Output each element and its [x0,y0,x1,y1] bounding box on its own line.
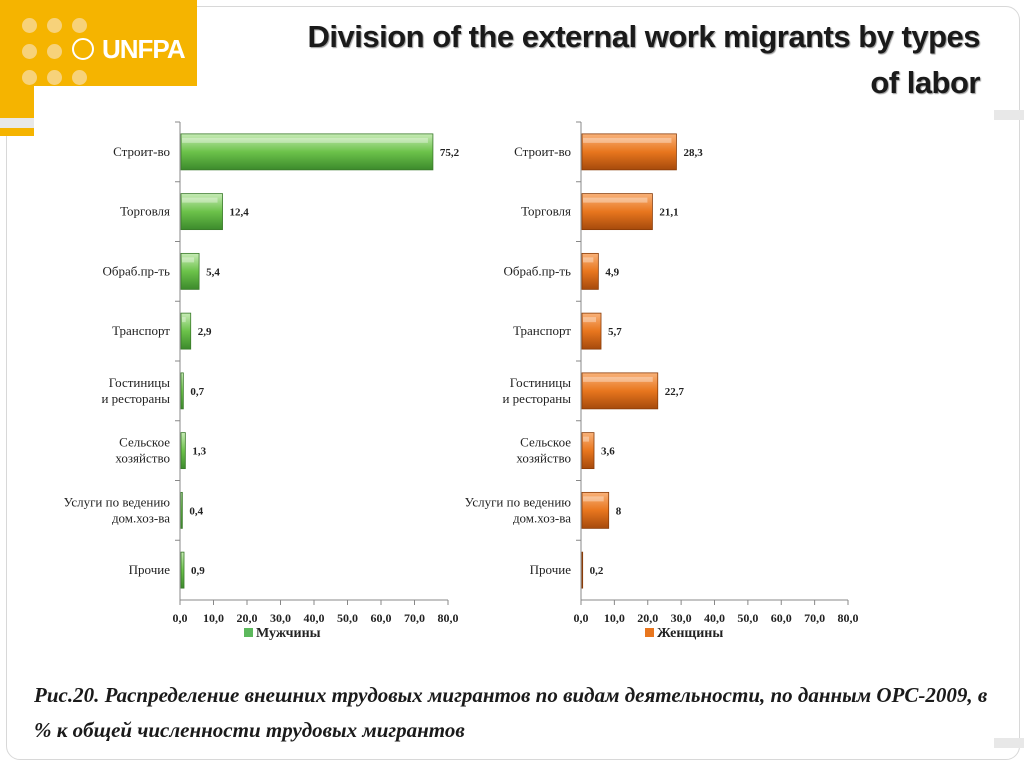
women-x-tick-label: 70,0 [804,611,825,625]
men-bar [180,432,186,470]
women-bar-highlight [583,257,594,263]
men-x-tick-label: 50,0 [337,611,358,625]
men-bar [180,551,185,589]
women-category-label: Строит-во [514,144,571,159]
logo-text: UNFPA [102,34,186,64]
women-x-tick-label: 40,0 [704,611,725,625]
women-category-label: Торговля [521,204,571,219]
logo-dot [22,44,37,59]
women-bar [581,491,610,529]
men-category-label: Транспорт [112,323,170,338]
men-bar [180,252,200,290]
women-data-label: 5,7 [608,326,622,338]
men-data-label: 12,4 [230,207,250,219]
women-bar-highlight [583,317,597,323]
decor-bar [0,118,34,128]
logo-panel: UNFPA [0,0,197,86]
men-category-label: Услуги по ведению дом.хоз-ва [64,494,171,525]
men-category-label: Сельское хозяйство [115,435,170,466]
men-x-tick-label: 20,0 [237,611,258,625]
men-x-tick-label: 70,0 [404,611,425,625]
women-data-label: 28,3 [683,147,703,159]
logo-dot [22,70,37,85]
women-data-label: 0,2 [590,565,604,577]
men-x-tick-label: 40,0 [304,611,325,625]
men-bar [180,133,434,171]
women-category-label: Гостиницы и рестораны [502,375,571,406]
women-data-label: 4,9 [605,266,619,278]
logo-dot [22,18,37,33]
women-legend-swatch [645,628,654,637]
men-data-label: 0,4 [189,505,203,517]
un-emblem-icon [72,38,94,60]
women-bar-highlight [583,376,653,382]
decor-bar [994,110,1024,120]
logo-dot [47,70,62,85]
women-x-tick-label: 80,0 [838,611,859,625]
women-data-label: 3,6 [601,446,615,458]
figure-caption: Рис.20. Распределение внешних трудовых м… [34,683,988,742]
women-x-tick-label: 50,0 [737,611,758,625]
men-bar-highlight [182,197,218,203]
men-category-label: Обраб.пр-ть [102,263,170,278]
men-legend-swatch [244,628,253,637]
men-x-tick-label: 80,0 [438,611,459,625]
men-bar-highlight [182,137,428,143]
women-x-tick-label: 60,0 [771,611,792,625]
logo-dot [72,18,87,33]
women-x-tick-label: 20,0 [637,611,658,625]
women-category-label: Сельское хозяйство [516,435,571,466]
women-bar [581,551,584,589]
slide-frame [6,6,1020,760]
men-bar [180,312,192,350]
men-data-label: 2,9 [198,326,212,338]
women-bar [581,133,677,171]
women-x-tick-label: 30,0 [671,611,692,625]
women-bar-highlight [583,197,648,203]
women-data-label: 21,1 [659,207,678,219]
decor-bar [994,738,1024,748]
logo-dot [47,44,62,59]
men-data-label: 75,2 [440,147,460,159]
women-bar [581,193,653,231]
logo-dot [47,18,62,33]
logo-dot [72,70,87,85]
men-legend-label: Мужчины [256,626,321,641]
women-bar [581,432,595,470]
men-data-label: 1,3 [192,446,206,458]
women-bar-highlight [583,496,604,502]
men-bar [180,491,183,529]
men-data-label: 0,7 [190,386,204,398]
women-category-label: Обраб.пр-ть [503,263,571,278]
women-data-label: 22,7 [665,386,685,398]
women-data-label: 8 [616,505,622,517]
women-bar-highlight [583,137,672,143]
women-legend-label: Женщины [657,626,723,641]
women-bar [581,252,599,290]
men-x-tick-label: 10,0 [203,611,224,625]
men-data-label: 5,4 [206,266,220,278]
men-category-label: Гостиницы и рестораны [101,375,170,406]
women-bar-highlight [583,436,590,442]
men-bar [180,372,184,410]
women-category-label: Услуги по ведению дом.хоз-ва [465,494,572,525]
men-bar-highlight [182,317,186,323]
men-x-tick-label: 0,0 [173,611,188,625]
women-bar [581,312,602,350]
women-x-tick-label: 10,0 [604,611,625,625]
men-bar-highlight [182,257,195,263]
women-x-tick-label: 0,0 [574,611,589,625]
women-category-label: Прочие [530,562,572,577]
men-data-label: 0,9 [191,565,205,577]
women-category-label: Транспорт [513,323,571,338]
men-category-label: Торговля [120,204,170,219]
men-x-tick-label: 30,0 [270,611,291,625]
bar-charts: 75,2 Строит-во 12,4 Торговля 5,4 Обраб.пр-ть 2… [64,121,859,641]
men-x-tick-label: 60,0 [371,611,392,625]
men-category-label: Строит-во [113,144,170,159]
men-bar [180,193,223,231]
slide-title: Division of the external work migrants b… [307,19,981,100]
women-bar [581,372,659,410]
men-category-label: Прочие [129,562,171,577]
